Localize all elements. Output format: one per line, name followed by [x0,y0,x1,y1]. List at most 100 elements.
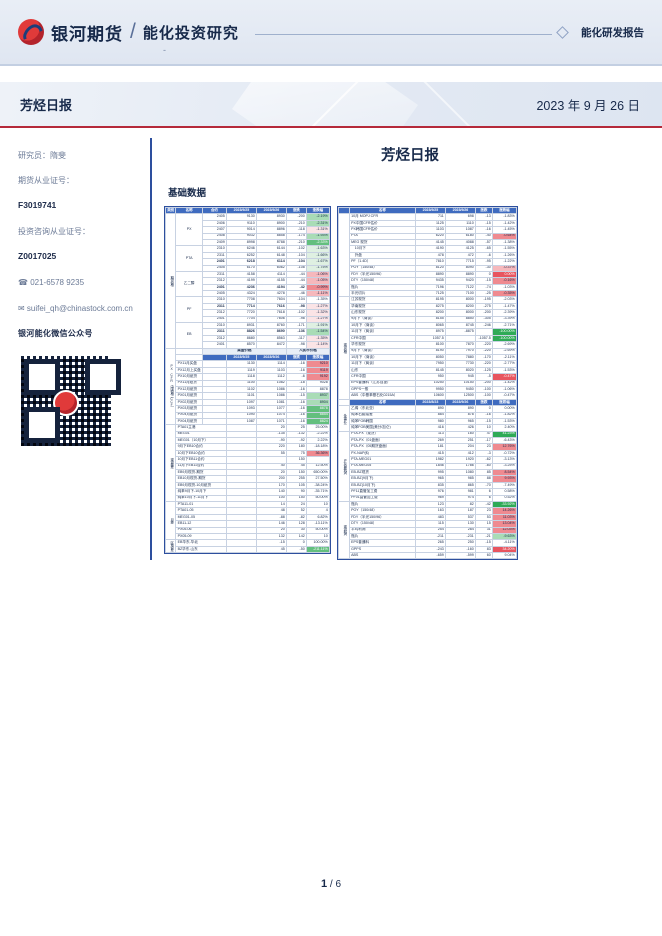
table-cell: ABS [348,552,416,560]
table-cell: 8937 [305,392,330,400]
diamond-icon [556,25,569,39]
table-row: 9月下EB10合约 220 180 -18.18% [166,443,330,451]
report-date: 2023 年 9 月 26 日 [536,98,640,113]
table-row: EB10月现货-期货 200 255 27.50% [166,475,330,483]
table-row: 山东 8145 8020 -125 -1.53% [338,366,517,375]
table-row: 9月下（商谈） 8190 7970 -220 -2.69% [338,347,517,356]
table-subheader-row: 2023/9/25 2023/9/26 涨跌 涨跌幅 [166,353,330,362]
table-row: CFR中国 1057.5 -1057.5 -100.00% [338,334,517,343]
table-row: 2405 4324 4278 -46 -1.11% [166,290,330,298]
table-row: DTY（150/48） 9435 9420 -15 -0.16% [338,277,517,285]
table-row: ABS -659 -599 60 9.04% [338,552,517,560]
table-cell: -38.24% [305,481,330,490]
table-row: PX11月纸货 1100 1082 -18 9028 [166,379,330,387]
table-row: 2312 7720 7618 -102 -1.32% [166,309,330,317]
table-cell: -0.35% [491,290,517,298]
table-row: EB9月现货-期货 20 150 650.00% [166,468,330,477]
table-cell: -1.53% [491,417,517,426]
table-cell: -1.06% [305,270,330,279]
table-cell: 8878 [305,405,330,413]
spot-price-table: 名称 2023/9/25 2023/9/26 涨跌 涨跌幅 10月 MOPJ CFR 711… [337,206,517,560]
column-header: 类别 [164,206,177,215]
table-cell: 0.00% [491,405,517,413]
table-row: 2401 4236 4194 -42 -0.99% [166,283,330,292]
table-subheader-row: PX CFR 中国价格（CCF） 美金价格 人民币价格 [164,347,330,426]
table-row: 瓶片 7196 7122 -74 -1.03% [338,283,517,292]
table-row: PX01月纸货 1101 1086 -15 8937 [166,392,330,400]
table-cell: -50 [285,545,307,554]
table-cell: -1.11% [305,290,330,298]
table-row: PF 2310 7708 7604 -104 -1.35% [166,296,330,324]
table-row: 瓶片 -211 -231 -21 -9.63% [338,532,517,541]
brand-logo: 银河期货 [18,19,123,45]
table-cell: 9028 [305,379,330,387]
table-subheader-row: 名称 2023/8/23 2023/9/26 涨跌 涨跌幅 [337,398,517,407]
table-row: EB-BZ(10月下) 835 865 -70 -7.49% [338,481,517,490]
table-cell: 8854 [305,411,330,419]
table-cell: 36.36% [305,449,330,458]
tiny-dash-mark: - [163,45,166,55]
table-cell: 月差 [164,500,177,541]
table-cell: 50.00% [305,494,330,503]
table-cell: BZ华东-山东 [175,545,227,554]
sub-brand-name: 能化投资研究 [142,24,239,42]
table-row: PTA-MEG05 1846 1786 -60 -3.25% [338,462,517,471]
page-footer: 1 / 6 [0,878,662,890]
consult-license-label: 投资咨询从业证号： [18,227,90,237]
table-row: 11月下EB11合约 40 45 12.50% [166,462,330,471]
table-row: 华南现货 8275 8200 -275 -1.47% [338,302,517,311]
table-cell: -3.39% [491,315,517,324]
table-cell: -35.71% [305,488,330,496]
table-row: EB-BZ(9月下) 965 985 88 9.93% [338,475,517,483]
left-table-wrapper: 类别 名称 合约 2023/9/25 2023/9/26 涨跌 涨跌幅 期货价格 PX 2405 9… [164,206,331,555]
table-cell [337,213,350,298]
table-cell: -1.66% [305,251,330,260]
section-title: 基础数据 [168,188,207,199]
table-cell: -3.13% [491,456,517,464]
futures-license-label: 期货从业证号： [18,176,74,186]
table-cell: 2.22% [305,437,330,445]
table-row: PF11直管加工费 976 981 6 0.58% [338,488,517,496]
table-cell: 0.00% [491,270,517,279]
table-row: 现货基差 PTA01主港 20 25 25.00% [164,424,330,502]
table-cell: -1.75% [305,264,330,272]
table-cell: PF [175,296,203,324]
table-cell: PTA [175,245,203,272]
table-cell: -1.22% [491,258,517,266]
table-cell: -1.32% [305,309,330,317]
table-cell: -3.25% [491,462,517,471]
table-cell: 区域价差 [164,539,177,554]
table-cell: -1.67% [305,258,330,266]
table-cell: 45 [255,545,287,554]
masthead: 银河期货 / 能化投资研究 能化研发报告 - [0,0,662,66]
table-row: 华东现货 8100 7870 -220 -2.69% [338,341,517,349]
right-table-wrapper: 名称 2023/9/25 2023/9/26 涨跌 涨跌幅 10月 MOPJ CFR 711… [336,206,518,561]
data-tables: 类别 名称 合约 2023/9/25 2023/9/26 涨跌 涨跌幅 期货价格 PX 2405 9… [164,206,656,561]
table-row: 2312 8680 8563 -117 -1.35% [166,334,330,343]
table-row: 2311 8826 8690 -136 -1.54% [166,328,330,336]
table-row: 月差 PTA11-01 14 24 10 [164,500,330,541]
qr-code-icon [17,351,115,450]
table-cell: -1.42% [491,379,517,387]
table-cell: 8878 [305,385,330,394]
table-cell: 现货价格 [337,296,350,400]
table-row: PTA-PX（05期货盘面） 181 204 23 12.76% [338,443,517,451]
table-row: PF（1.4D） 7810 7715 -95 -1.22% [338,258,517,266]
table-cell: -6.43% [491,437,517,445]
table-cell: -0.47% [491,373,517,381]
table-cell: -2.39% [491,309,517,317]
table-row: MEG01（10月下） -90 -92 2.22% [166,437,330,445]
qr-logo-icon [53,389,79,416]
table-row: 10月下EB11合约 150 [166,456,330,464]
table-cell: 0.52% [491,494,517,503]
table-cell: 2.40% [491,424,517,432]
table-cell: -0.72% [491,449,517,458]
table-cell: -1.54% [305,328,330,336]
table-cell: 12.76% [491,443,517,451]
table-row: 现货利润 瓶片 123 82 -42 -33.92% [337,500,517,560]
page-total: 6 [335,879,342,890]
table-row: 半光切片 7125 7100 -25 -0.35% [338,290,517,298]
column-header: 涨跌幅 [305,353,330,362]
table-row: PTA-PX（01盘面） 269 251 -17 -6.43% [338,437,517,445]
table-cell: -1.27% [305,315,330,324]
